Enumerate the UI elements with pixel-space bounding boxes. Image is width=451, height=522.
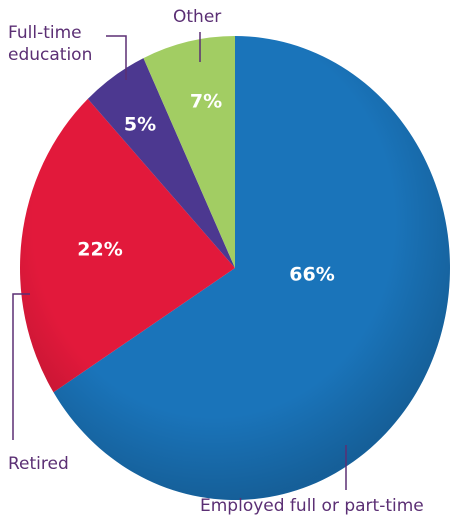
value-label: 7% [190, 91, 222, 113]
value-label: 66% [289, 264, 334, 286]
leader-line [12, 293, 30, 440]
category-label: Retired [8, 454, 69, 474]
category-label: Other [173, 7, 222, 27]
category-label: Employed full or part-time [200, 496, 424, 516]
value-label: 5% [124, 114, 156, 136]
value-label: 22% [77, 239, 122, 261]
shading [20, 36, 450, 500]
category-label: Full-time education [8, 23, 93, 65]
value-labels: 66% 22% 5% 7% [77, 91, 334, 286]
leader-line [106, 35, 127, 80]
